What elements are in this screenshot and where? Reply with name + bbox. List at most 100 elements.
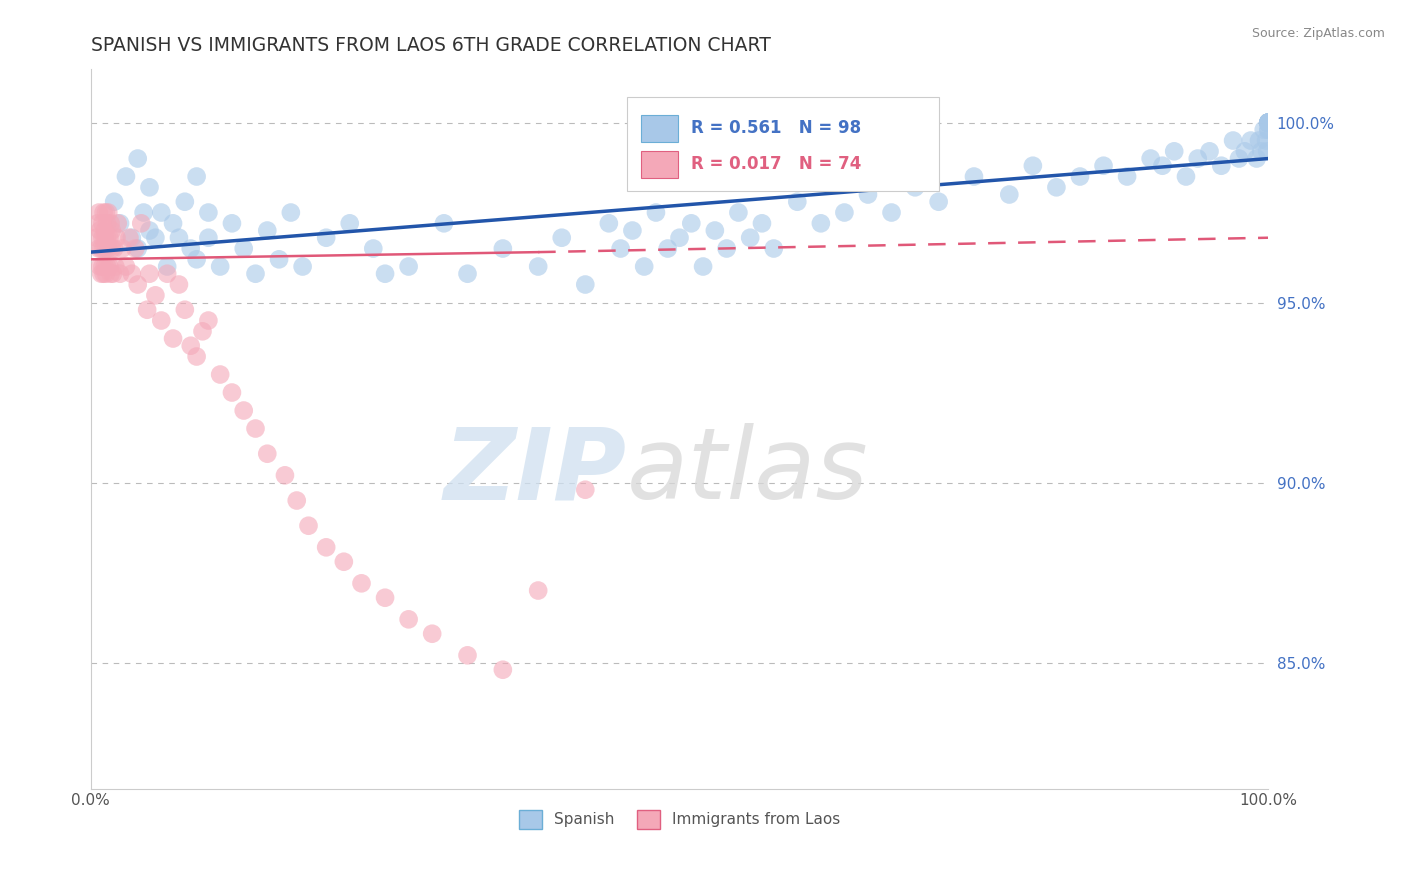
Text: SPANISH VS IMMIGRANTS FROM LAOS 6TH GRADE CORRELATION CHART: SPANISH VS IMMIGRANTS FROM LAOS 6TH GRAD… (91, 36, 772, 54)
Point (94, 205, 117, 219)
Point (115, 260, 138, 274)
Point (1222, 134, 1244, 148)
Point (87, 242, 110, 256)
Point (94, 242, 117, 256)
Point (1152, 159, 1174, 173)
Point (108, 216, 131, 230)
Point (138, 267, 160, 281)
Point (232, 403, 254, 417)
Point (127, 152, 149, 166)
Point (197, 205, 219, 219)
Point (173, 194, 195, 209)
Point (1233, 145, 1256, 159)
Point (433, 216, 456, 230)
Point (751, 216, 773, 230)
Point (145, 231, 167, 245)
Point (118, 231, 141, 245)
Point (1198, 145, 1220, 159)
Point (105, 231, 128, 245)
Point (98, 260, 121, 274)
Point (129, 216, 152, 230)
Point (492, 663, 515, 677)
Point (1211, 159, 1233, 173)
FancyBboxPatch shape (627, 97, 939, 191)
Point (96, 231, 118, 245)
Point (1257, 115, 1279, 129)
Point (1022, 159, 1045, 173)
Point (1139, 152, 1161, 166)
Point (91, 216, 114, 230)
Point (551, 231, 574, 245)
Point (297, 518, 319, 533)
Point (904, 180, 927, 194)
Point (1253, 122, 1275, 136)
Point (245, 267, 267, 281)
Point (103, 194, 125, 209)
Point (89, 223, 111, 237)
Point (108, 267, 131, 281)
Point (333, 555, 356, 569)
Point (1247, 134, 1270, 148)
Point (1227, 152, 1250, 166)
Point (94, 260, 117, 274)
Point (457, 648, 479, 663)
Point (786, 194, 808, 209)
Point (1257, 115, 1279, 129)
Legend: Spanish, Immigrants from Laos: Spanish, Immigrants from Laos (513, 804, 846, 835)
Point (1045, 180, 1067, 194)
Point (94, 223, 117, 237)
FancyBboxPatch shape (641, 151, 678, 178)
Point (104, 260, 127, 274)
Point (136, 302, 159, 317)
Point (186, 169, 208, 184)
Point (138, 180, 160, 194)
Point (173, 302, 195, 317)
Point (998, 187, 1021, 202)
Point (1257, 122, 1279, 136)
Point (93, 267, 115, 281)
Point (339, 216, 361, 230)
Point (209, 368, 232, 382)
Point (621, 223, 644, 237)
Point (274, 468, 297, 483)
Point (280, 205, 302, 219)
Point (94, 267, 117, 281)
Point (1116, 169, 1139, 184)
Point (138, 223, 160, 237)
Point (87, 205, 110, 219)
Point (101, 267, 124, 281)
Point (197, 231, 219, 245)
Point (1257, 115, 1279, 129)
Point (374, 591, 396, 605)
Point (167, 277, 190, 292)
Point (93, 205, 115, 219)
Point (291, 260, 314, 274)
Point (457, 267, 479, 281)
Point (1175, 169, 1198, 184)
Text: Source: ZipAtlas.com: Source: ZipAtlas.com (1251, 27, 1385, 40)
Point (420, 626, 443, 640)
Point (928, 194, 950, 209)
Point (1250, 145, 1272, 159)
Point (256, 447, 278, 461)
Point (633, 260, 655, 274)
Point (162, 332, 184, 346)
Point (598, 216, 620, 230)
Point (609, 242, 631, 256)
Point (156, 260, 179, 274)
Point (692, 260, 714, 274)
Point (245, 421, 267, 435)
Point (1254, 134, 1277, 148)
Point (716, 242, 738, 256)
Point (86, 231, 108, 245)
Text: R = 0.561   N = 98: R = 0.561 N = 98 (692, 120, 862, 137)
Point (186, 252, 208, 267)
Point (115, 169, 138, 184)
Point (221, 385, 243, 400)
Point (1257, 115, 1279, 129)
Text: R = 0.017   N = 74: R = 0.017 N = 74 (692, 155, 862, 173)
Point (132, 205, 155, 219)
Point (856, 187, 879, 202)
Point (124, 242, 146, 256)
Point (315, 231, 337, 245)
